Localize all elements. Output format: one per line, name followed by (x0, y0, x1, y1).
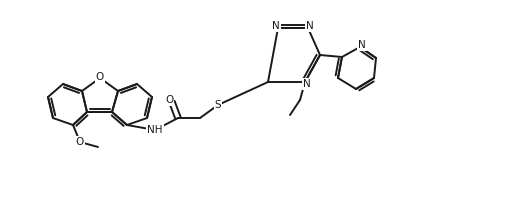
Text: NH: NH (147, 125, 163, 135)
Text: S: S (215, 100, 222, 110)
Text: O: O (165, 95, 173, 105)
Text: N: N (306, 21, 314, 31)
Text: N: N (358, 40, 366, 50)
Text: N: N (272, 21, 280, 31)
Text: O: O (96, 72, 104, 82)
Text: O: O (76, 137, 84, 147)
Text: N: N (303, 79, 311, 89)
